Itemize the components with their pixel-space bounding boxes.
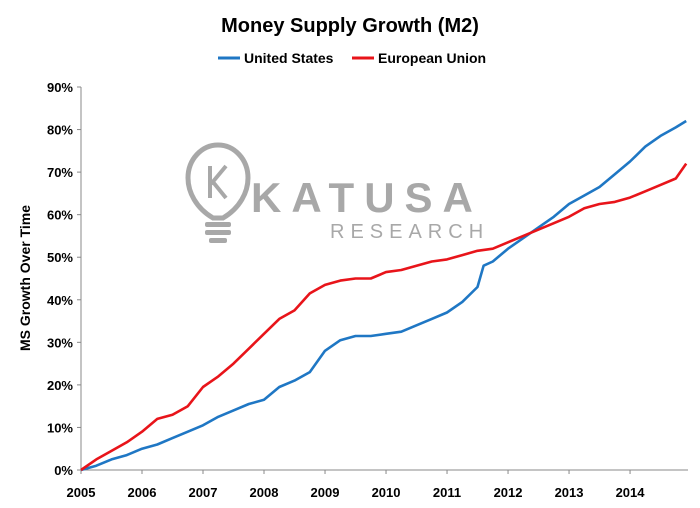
x-tick-label: 2008: [250, 485, 279, 500]
x-tick-label: 2005: [67, 485, 96, 500]
x-tick-label: 2013: [555, 485, 584, 500]
y-tick-label: 40%: [47, 293, 73, 308]
y-tick-label: 90%: [47, 80, 73, 95]
y-tick-label: 50%: [47, 250, 73, 265]
x-tick-label: 2007: [189, 485, 218, 500]
y-tick-label: 0%: [54, 463, 73, 478]
series-group: [80, 119, 688, 472]
legend-label-european-union: European Union: [378, 50, 486, 66]
y-tick-label: 30%: [47, 335, 73, 350]
y-tick-label: 70%: [47, 165, 73, 180]
x-ticks: 2005 2006 2007 2008 2009 2010 2011 2012 2013 2014: [67, 470, 646, 500]
watermark-brand: KATUSA: [251, 174, 483, 221]
legend: United States European Union: [218, 50, 486, 66]
x-tick-label: 2012: [494, 485, 523, 500]
legend-label-united-states: United States: [244, 50, 334, 66]
y-ticks: 0% 10% 20% 30% 40% 50% 60% 70% 80% 90%: [47, 80, 81, 478]
x-tick-label: 2014: [616, 485, 646, 500]
x-tick-label: 2009: [311, 485, 340, 500]
x-tick-label: 2011: [433, 485, 461, 500]
y-tick-label: 60%: [47, 208, 73, 223]
x-tick-label: 2006: [128, 485, 157, 500]
y-axis-label: MS Growth Over Time: [17, 205, 33, 351]
watermark: KATUSA RESEARCH: [185, 142, 489, 243]
chart-title: Money Supply Growth (M2): [221, 15, 479, 37]
series-line-united-states: [80, 119, 687, 472]
lightbulb-k-icon: [185, 142, 251, 243]
y-tick-label: 20%: [47, 378, 73, 393]
series-line-european-union: [80, 162, 688, 472]
x-tick-label: 2010: [372, 485, 401, 500]
y-tick-label: 10%: [47, 420, 73, 435]
watermark-sub: RESEARCH: [330, 221, 489, 243]
y-tick-label: 80%: [47, 123, 73, 138]
